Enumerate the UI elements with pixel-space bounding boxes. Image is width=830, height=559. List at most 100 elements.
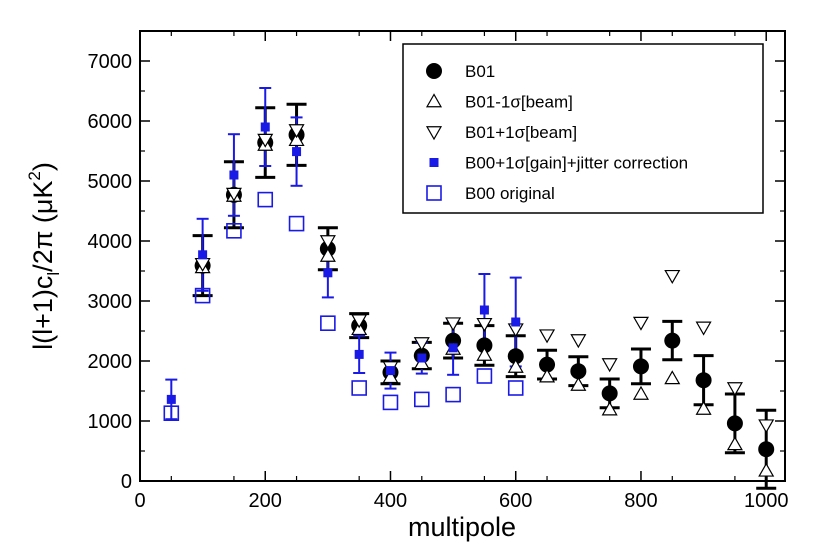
b01-plus-beam-point — [539, 329, 556, 344]
b01-point — [601, 385, 618, 402]
y-tick-label: 3000 — [88, 291, 133, 313]
b00-original-point — [320, 315, 336, 332]
legend-label: B01 — [465, 62, 495, 81]
b01-plus-beam-point — [288, 124, 305, 139]
b00-original-point — [476, 368, 493, 384]
x-tick-label: 1000 — [744, 490, 789, 512]
b00-original-point — [413, 391, 430, 408]
b00-corrected-point — [198, 250, 208, 260]
b01-plus-beam-point — [476, 317, 493, 333]
plot-frame — [139, 30, 786, 482]
b01-minus-beam-point — [507, 358, 524, 373]
b00-corrected-point — [417, 353, 427, 363]
b00-corrected-point — [385, 366, 395, 376]
b00-original-series — [163, 191, 524, 422]
x-tick-label: 600 — [499, 490, 532, 512]
legend-label: B01+1σ[beam] — [465, 123, 577, 142]
y-tick-labels: 0 1000 2000 3000 4000 5000 6000 7000 — [88, 51, 133, 493]
b01-plus-beam-point — [225, 187, 242, 202]
b01-minus-beam-point — [664, 370, 681, 385]
b00-corrected-point — [260, 122, 270, 132]
legend-entry: B01 — [426, 62, 495, 81]
b00-corrected-point — [511, 317, 521, 327]
b00-original-point — [194, 287, 211, 304]
b01-minus-beam-point — [726, 436, 743, 451]
b00-corrected-point — [323, 268, 333, 278]
x-tick-label: 200 — [249, 490, 282, 512]
b00-corrected-point — [229, 170, 239, 180]
axis-ticks — [139, 31, 785, 482]
b00-original-point — [257, 191, 274, 208]
b00-original-point — [288, 215, 305, 232]
b01-point — [632, 358, 649, 375]
b01-plus-beam-point — [257, 133, 274, 148]
b01-plus-beam-point — [319, 235, 336, 250]
b01-point — [664, 332, 681, 349]
b01-point — [570, 363, 587, 380]
y-tick-label: 2000 — [88, 351, 133, 373]
b00-original-point — [163, 405, 180, 422]
b01-minus-beam-point — [632, 385, 650, 400]
y-tick-label: 6000 — [88, 111, 133, 133]
data-marks — [163, 87, 777, 490]
b01-plus-beam-point — [413, 337, 430, 352]
legend-marker — [425, 126, 443, 141]
legend-label: B00+1σ[gain]+jitter correction — [465, 154, 688, 173]
legend-entry: B01-1σ[beam] — [425, 93, 573, 112]
b01-minus-beam-point — [413, 355, 430, 370]
y-axis-label: l(l+1)cl/2π (μK2) — [25, 162, 63, 350]
b01-plus-beam-point — [351, 314, 368, 329]
b01-minus-beam-point — [319, 247, 336, 262]
b01-plus-beam-point — [632, 316, 650, 331]
b01-point — [507, 348, 524, 365]
x-tick-label: 400 — [374, 490, 407, 512]
legend-box — [402, 43, 764, 214]
b01-plus-beam-point — [726, 382, 743, 397]
b01-point — [539, 356, 556, 373]
b00-corrected-series — [166, 122, 521, 404]
b00-original-point — [351, 380, 367, 396]
x-tick-label: 800 — [624, 490, 657, 512]
y-tick-label: 7000 — [88, 51, 133, 73]
b01-minus-beam-point — [539, 368, 556, 383]
b01-minus-beam-point — [288, 131, 305, 147]
b01-minus-beam-point — [695, 400, 712, 415]
b00-original-point — [507, 380, 524, 396]
b00-corrected-point — [479, 305, 489, 315]
b01-minus-beam-point — [476, 346, 493, 361]
y-tick-label: 4000 — [88, 231, 133, 253]
b01-plus-beam-point — [695, 321, 712, 336]
x-tick-labels: 0 200 400 600 800 1000 — [134, 490, 788, 512]
b00-original-point — [445, 386, 461, 403]
legend-marker — [426, 63, 442, 79]
b01-minus-beam-point — [601, 401, 618, 416]
b01-point — [726, 415, 743, 432]
y-tick-label: 1000 — [88, 411, 133, 433]
legend-marker — [425, 93, 443, 108]
legend-label: B00 original — [465, 184, 555, 203]
b01-plus-beam-point — [601, 358, 618, 373]
b00-corrected-point — [448, 343, 458, 353]
legend: B01 B01-1σ[beam] B01+1σ[beam] B00+1σ[gain]+… — [402, 43, 764, 214]
legend-label: B01-1σ[beam] — [465, 93, 573, 112]
b01-minus-beam-point — [758, 462, 775, 477]
b01-plus-beam-point — [445, 317, 462, 332]
legend-entry: B00 original — [426, 184, 555, 203]
legend-marker — [429, 158, 439, 167]
legend-entry: B01+1σ[beam] — [425, 123, 577, 142]
b01-plus-beam-point — [570, 334, 587, 349]
b01-point — [758, 441, 775, 458]
legend-marker — [426, 185, 442, 201]
y-tick-label: 0 — [121, 471, 132, 493]
b00-original-point — [382, 394, 399, 411]
y-tick-label: 5000 — [88, 171, 133, 193]
b01-point — [695, 372, 712, 389]
legend-entry: B00+1σ[gain]+jitter correction — [429, 154, 688, 173]
x-axis-label: multipole — [408, 512, 516, 542]
b01-point — [476, 337, 493, 354]
b00-corrected-point — [166, 394, 176, 404]
b00-corrected-point — [354, 349, 364, 359]
b01-plus-beam-point — [664, 269, 681, 285]
